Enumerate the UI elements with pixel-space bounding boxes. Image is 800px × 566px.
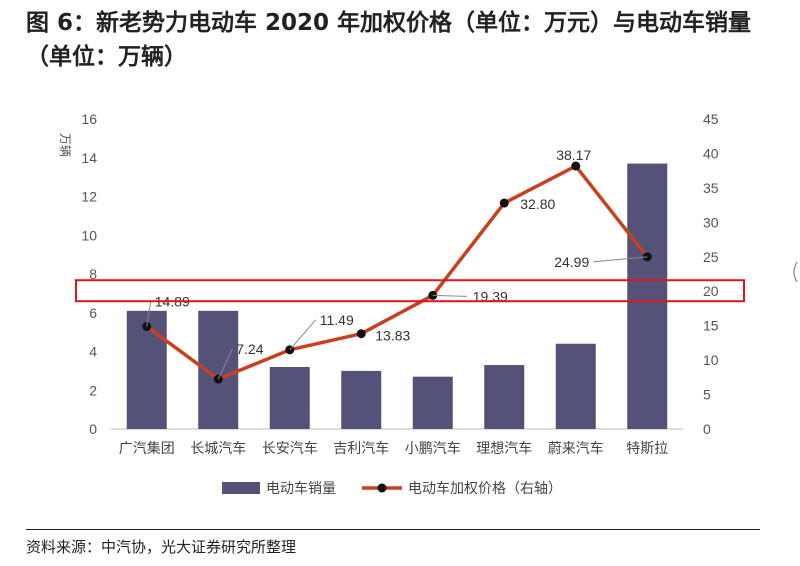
price-marker [356, 329, 366, 339]
price-data-label: 11.49 [320, 312, 354, 328]
bar-sales [412, 376, 453, 429]
price-data-label: 7.24 [236, 341, 263, 357]
price-data-label: 13.83 [375, 328, 410, 344]
legend-line-label: 电动车加权价格（右轴） [408, 480, 562, 496]
price-label-leader [289, 319, 317, 351]
chart-title: 图 6：新老势力电动车 2020 年加权价格（单位：万元）与电动车销量（单位：万… [26, 10, 752, 70]
right-axis-tick-label: 35 [703, 180, 719, 196]
right-axis-tick-label: 10 [703, 352, 719, 368]
x-axis-tick-label: 广汽集团 [119, 440, 175, 456]
bar-sales [269, 367, 310, 429]
bar-sales [484, 365, 525, 429]
x-axis-tick-label: 特斯拉 [626, 440, 668, 456]
x-axis-tick-label: 吉利汽车 [333, 440, 389, 456]
source-divider [26, 529, 760, 530]
price-data-label: 24.99 [554, 254, 589, 270]
price-data-label: 32.80 [520, 196, 555, 212]
price-data-label: 38.17 [556, 147, 591, 163]
right-axis-tick-label: 25 [703, 249, 719, 265]
price-label-leader [146, 301, 152, 327]
price-label-leader [217, 348, 233, 380]
x-axis-tick-label: 理想汽车 [476, 440, 532, 456]
right-axis-tick-label: 5 [703, 387, 711, 403]
highlight-box [75, 279, 745, 303]
price-label-leader [432, 294, 467, 297]
right-axis-tick-label: 0 [703, 421, 711, 437]
legend-line-marker [377, 483, 387, 493]
bar-sales [555, 343, 596, 429]
left-axis-tick-label: 16 [81, 111, 97, 127]
bar-sales [627, 163, 668, 429]
right-axis-tick-label: 30 [703, 214, 719, 230]
bar-sales [341, 370, 382, 429]
right-axis-tick-label: 20 [703, 283, 719, 299]
legend-bar-swatch [222, 482, 260, 494]
left-axis-tick-label: 10 [81, 227, 97, 243]
left-axis-tick-label: 4 [89, 344, 97, 360]
left-axis-tick-label: 6 [89, 305, 97, 321]
right-axis-tick-label: 40 [703, 145, 719, 161]
edge-bracket-fragment [793, 261, 798, 283]
price-marker [571, 161, 581, 171]
x-axis-tick-label: 长安汽车 [262, 440, 318, 456]
price-label-leader [593, 256, 648, 263]
left-axis-tick-label: 0 [89, 421, 97, 437]
left-axis-tick-label: 12 [81, 189, 97, 205]
price-line [145, 164, 649, 381]
right-axis-tick-label: 15 [703, 318, 719, 334]
source-note: 资料来源：中汽协，光大证券研究所整理 [26, 538, 297, 556]
left-axis-title: 万辆 [58, 133, 72, 157]
x-axis-tick-label: 小鹏汽车 [405, 440, 461, 456]
left-axis-tick-label: 2 [89, 382, 97, 398]
price-marker [499, 198, 509, 208]
left-axis-tick-label: 14 [81, 150, 97, 166]
legend-bar-label: 电动车销量 [266, 480, 336, 496]
x-axis-tick-label: 长城汽车 [190, 440, 246, 456]
right-axis-tick-label: 45 [703, 111, 719, 127]
x-axis-tick-label: 蔚来汽车 [548, 440, 604, 456]
left-axis-tick-label: 8 [89, 266, 97, 282]
